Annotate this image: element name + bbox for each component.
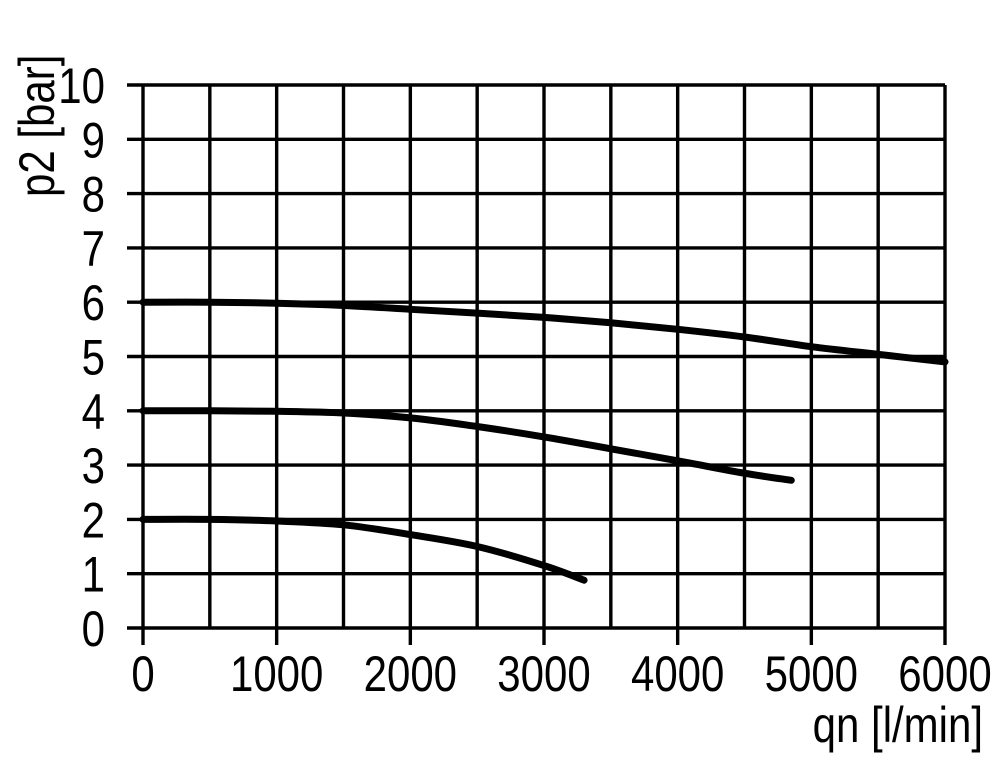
y-tick-label: 1 [82,546,105,602]
curve-series-1 [139,407,795,484]
x-tick-label: 3000 [497,646,590,702]
x-tick-label: 0 [131,646,154,702]
x-tick-label: 1000 [230,646,323,702]
x-axis-label: qn [l/min] [813,697,983,753]
y-tick-label: 6 [82,275,105,331]
y-tick-label: 4 [82,383,105,439]
x-tick-label: 4000 [631,646,724,702]
curve-series-2 [139,515,588,584]
y-tick-label: 2 [82,492,105,548]
x-tick-label: 5000 [765,646,858,702]
y-axis-label: p2 [bar] [9,55,65,197]
y-tick-label: 3 [82,438,105,494]
y-tick-label: 8 [82,166,105,222]
y-tick-label: 10 [58,58,105,114]
curve-series-0 [139,298,949,366]
x-tick-label: 2000 [364,646,457,702]
y-tick-label: 5 [82,329,105,385]
y-tick-label: 7 [82,220,105,276]
y-tick-label: 0 [82,601,105,657]
x-tick-label: 6000 [898,646,991,702]
y-tick-label: 9 [82,112,105,168]
